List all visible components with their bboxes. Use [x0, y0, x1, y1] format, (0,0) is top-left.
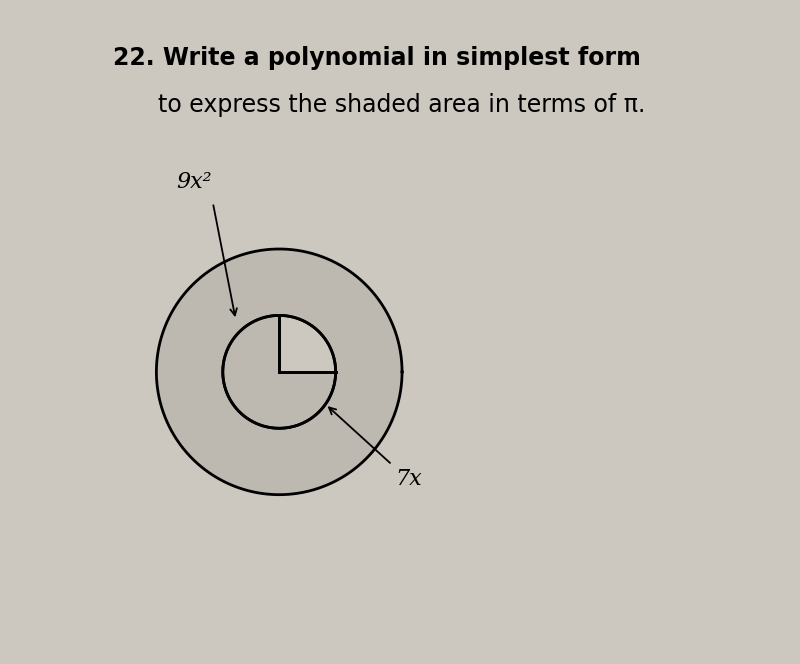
- Text: 7x: 7x: [395, 468, 422, 490]
- Polygon shape: [222, 315, 336, 428]
- Text: 9x²: 9x²: [176, 171, 212, 193]
- Polygon shape: [156, 249, 402, 495]
- Text: to express the shaded area in terms of π.: to express the shaded area in terms of π…: [114, 93, 646, 117]
- Polygon shape: [222, 315, 336, 428]
- Text: 22. Write a polynomial in simplest form: 22. Write a polynomial in simplest form: [114, 46, 641, 70]
